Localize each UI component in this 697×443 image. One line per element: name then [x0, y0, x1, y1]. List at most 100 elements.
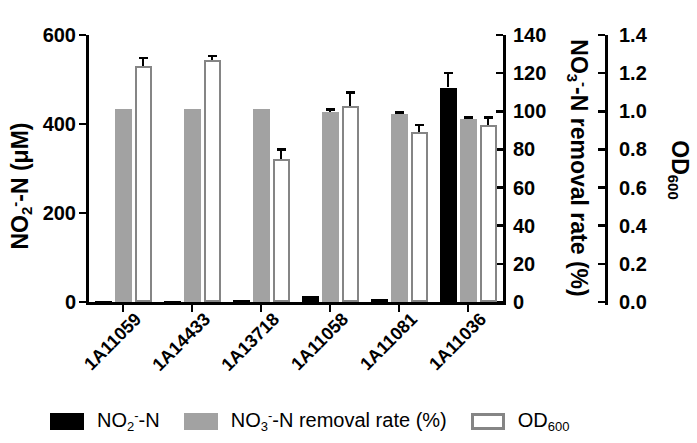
- axis-title-removal: NO3--N removal rate (%): [565, 39, 592, 296]
- label-part: -N: [139, 409, 160, 431]
- legend-label-no2: NO2--N: [97, 409, 160, 434]
- y-tick-label-removal-60: 60: [513, 177, 535, 199]
- x-tick-1A13718: [260, 305, 263, 312]
- label-part: 3: [261, 419, 268, 434]
- errorbar-line-od600-1A11058: [349, 92, 352, 105]
- bar-no3-removal-1A13718: [253, 109, 270, 302]
- errorbar-cap-no2-1A11036: [444, 72, 453, 75]
- label-part: -N removal rate (%): [566, 87, 592, 297]
- errorbar-cap-od600-1A11058: [346, 91, 355, 94]
- bar-no2-1A11058: [302, 296, 319, 302]
- errorbar-cap-od600-1A11081: [415, 124, 424, 127]
- axis-title-left: NO2--N (μM): [7, 122, 34, 249]
- x-tick-label-1A11036: 1A11036: [425, 309, 491, 375]
- label-part: OD: [518, 409, 548, 431]
- y-tick-removal-40: [496, 224, 503, 227]
- y-tick-left-200: [79, 212, 86, 215]
- y-tick-removal-100: [496, 110, 503, 113]
- label-part: -N removal rate (%): [272, 409, 446, 431]
- legend-item-no2: NO2--N: [50, 409, 160, 434]
- label-part: -N (μM): [7, 122, 33, 201]
- y-tick-label-left-600: 600: [0, 24, 76, 46]
- x-tick-label-1A14433: 1A14433: [148, 309, 215, 376]
- y-tick-label-removal-100: 100: [513, 100, 546, 122]
- x-tick-1A11059: [122, 305, 125, 312]
- errorbar-line-no2-1A11036: [447, 73, 450, 88]
- legend-item-no3-removal: NO3--N removal rate (%): [184, 409, 447, 434]
- y-tick-label-od-0.2: 0.2: [619, 253, 647, 275]
- y-tick-left-600: [79, 34, 86, 37]
- bar-chart-figure: 0200400600NO2--N (μM)020406080100120140N…: [0, 0, 697, 443]
- errorbar-cap-no3-removal-1A11058: [326, 108, 335, 111]
- x-tick-label-1A11081: 1A11081: [356, 309, 422, 375]
- label-part: -: [268, 408, 272, 423]
- y-tick-label-removal-140: 140: [513, 24, 546, 46]
- y-tick-od-1.0: [598, 110, 605, 113]
- y-tick-removal-20: [496, 263, 503, 266]
- y-tick-label-od-0.0: 0.0: [619, 291, 647, 313]
- y-tick-od-0.2: [598, 263, 605, 266]
- label-part: NO: [97, 409, 127, 431]
- label-part: -: [576, 82, 593, 87]
- bar-no3-removal-1A11058: [322, 112, 339, 302]
- bar-no3-removal-1A11036: [460, 119, 477, 302]
- y-tick-label-od-1.0: 1.0: [619, 100, 647, 122]
- y-tick-left-400: [79, 123, 86, 126]
- bar-no3-removal-1A11081: [391, 114, 408, 302]
- bar-no2-1A13718: [233, 300, 250, 302]
- bar-od600-1A11036: [480, 125, 497, 302]
- y-tick-left-0: [79, 301, 86, 304]
- y-tick-label-removal-0: 0: [513, 291, 524, 313]
- bar-od600-1A14433: [204, 60, 221, 302]
- label-part: OD: [667, 140, 693, 175]
- x-tick-1A14433: [191, 305, 194, 312]
- bar-od600-1A11058: [342, 106, 359, 302]
- y-tick-label-od-0.4: 0.4: [619, 215, 647, 237]
- y-tick-od-0.8: [598, 148, 605, 151]
- y-tick-od-0.6: [598, 186, 605, 189]
- y-tick-label-removal-20: 20: [513, 253, 535, 275]
- y-tick-od-1.4: [598, 34, 605, 37]
- errorbar-cap-od600-1A11059: [139, 57, 148, 60]
- y-tick-removal-120: [496, 72, 503, 75]
- y-tick-label-od-1.4: 1.4: [619, 24, 647, 46]
- y-tick-removal-140: [496, 34, 503, 37]
- legend-swatch-no2: [50, 413, 84, 430]
- y-axis-removal: [503, 35, 506, 305]
- bar-no2-1A11059: [95, 301, 112, 302]
- y-tick-label-od-1.2: 1.2: [619, 62, 647, 84]
- legend-item-od600: OD600: [471, 409, 570, 434]
- legend-swatch-no3-removal: [184, 413, 218, 430]
- bar-od600-1A13718: [273, 159, 290, 302]
- errorbar-cap-od600-1A11036: [484, 116, 493, 119]
- y-tick-label-removal-40: 40: [513, 215, 535, 237]
- bar-od600-1A11081: [411, 132, 428, 302]
- x-tick-1A11081: [398, 305, 401, 312]
- y-tick-od-1.2: [598, 72, 605, 75]
- plot-area: 0200400600NO2--N (μM)020406080100120140N…: [0, 0, 697, 443]
- errorbar-cap-no3-removal-1A11036: [464, 116, 473, 119]
- x-tick-1A11058: [329, 305, 332, 312]
- errorbar-cap-od600-1A14433: [208, 55, 217, 58]
- label-part: 2: [18, 207, 35, 215]
- y-tick-od-0.0: [598, 301, 605, 304]
- axis-title-od: OD600: [666, 140, 693, 199]
- x-tick-1A11036: [467, 305, 470, 312]
- x-tick-label-1A11058: 1A11058: [287, 309, 353, 375]
- label-part: -: [134, 408, 138, 423]
- y-axis-od: [605, 35, 608, 305]
- label-part: 600: [664, 175, 681, 200]
- bar-no3-removal-1A11059: [115, 109, 132, 302]
- bar-no2-1A11081: [371, 299, 388, 302]
- y-tick-label-removal-80: 80: [513, 138, 535, 160]
- label-part: 3: [563, 74, 580, 82]
- legend-label-od600: OD600: [518, 409, 570, 434]
- y-tick-label-left-0: 0: [0, 291, 76, 313]
- label-part: -: [5, 202, 22, 207]
- y-tick-od-0.4: [598, 224, 605, 227]
- y-tick-label-od-0.8: 0.8: [619, 138, 647, 160]
- bar-od600-1A11059: [135, 66, 152, 302]
- errorbar-cap-no3-removal-1A11081: [395, 111, 404, 114]
- y-tick-removal-60: [496, 186, 503, 189]
- x-tick-label-1A11059: 1A11059: [80, 309, 146, 375]
